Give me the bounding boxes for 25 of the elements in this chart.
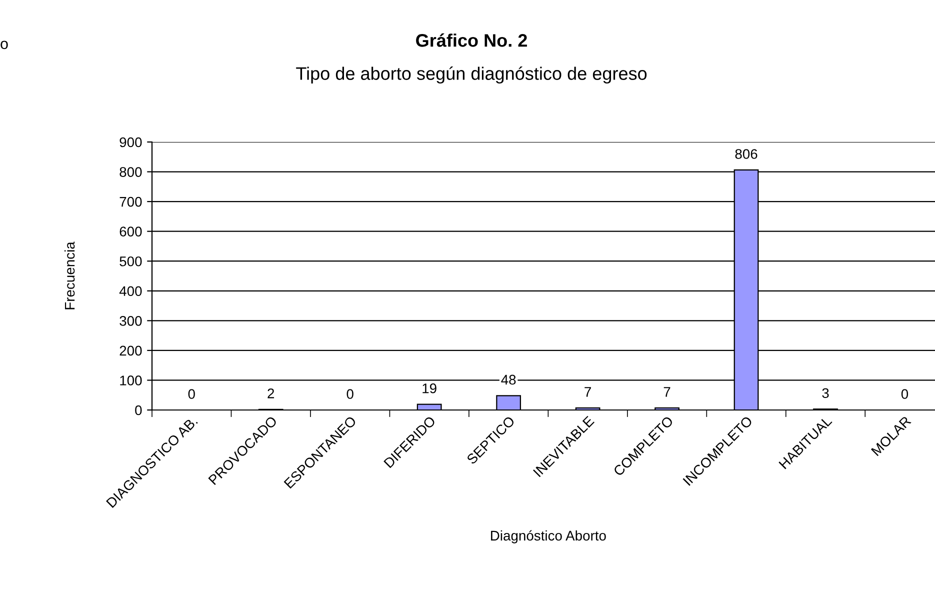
chart-subtitle: Tipo de aborto según diagnóstico de egreso [296, 66, 647, 84]
y-tick-label: 600 [120, 226, 142, 237]
y-tick-label: 300 [120, 316, 142, 326]
x-axis-title: Diagnóstico Aborto [491, 530, 606, 544]
data-label: 7 [584, 387, 591, 397]
data-label: 7 [664, 387, 670, 397]
data-label: 3 [822, 388, 829, 398]
data-label: 48 [501, 374, 516, 385]
y-tick-label: 500 [120, 256, 142, 266]
y-tick-label: 0 [135, 405, 142, 416]
data-label: 19 [422, 383, 436, 394]
text: o [0, 40, 8, 50]
data-label: 0 [188, 389, 195, 399]
y-tick-label: 200 [120, 346, 142, 356]
y-tick-label: 100 [120, 376, 142, 386]
y-tick-label: 900 [120, 137, 142, 148]
y-tick-label: 700 [120, 196, 142, 207]
y-axis-title: Frecuencia [64, 242, 75, 310]
data-label: 0 [346, 389, 354, 399]
data-label: 0 [901, 389, 908, 399]
chart-title: Gráfico No. 2 [416, 33, 527, 47]
data-label: 806 [735, 149, 758, 159]
y-tick-label: 800 [120, 167, 142, 177]
y-tick-label: 400 [119, 286, 142, 296]
data-label: 2 [268, 388, 274, 398]
